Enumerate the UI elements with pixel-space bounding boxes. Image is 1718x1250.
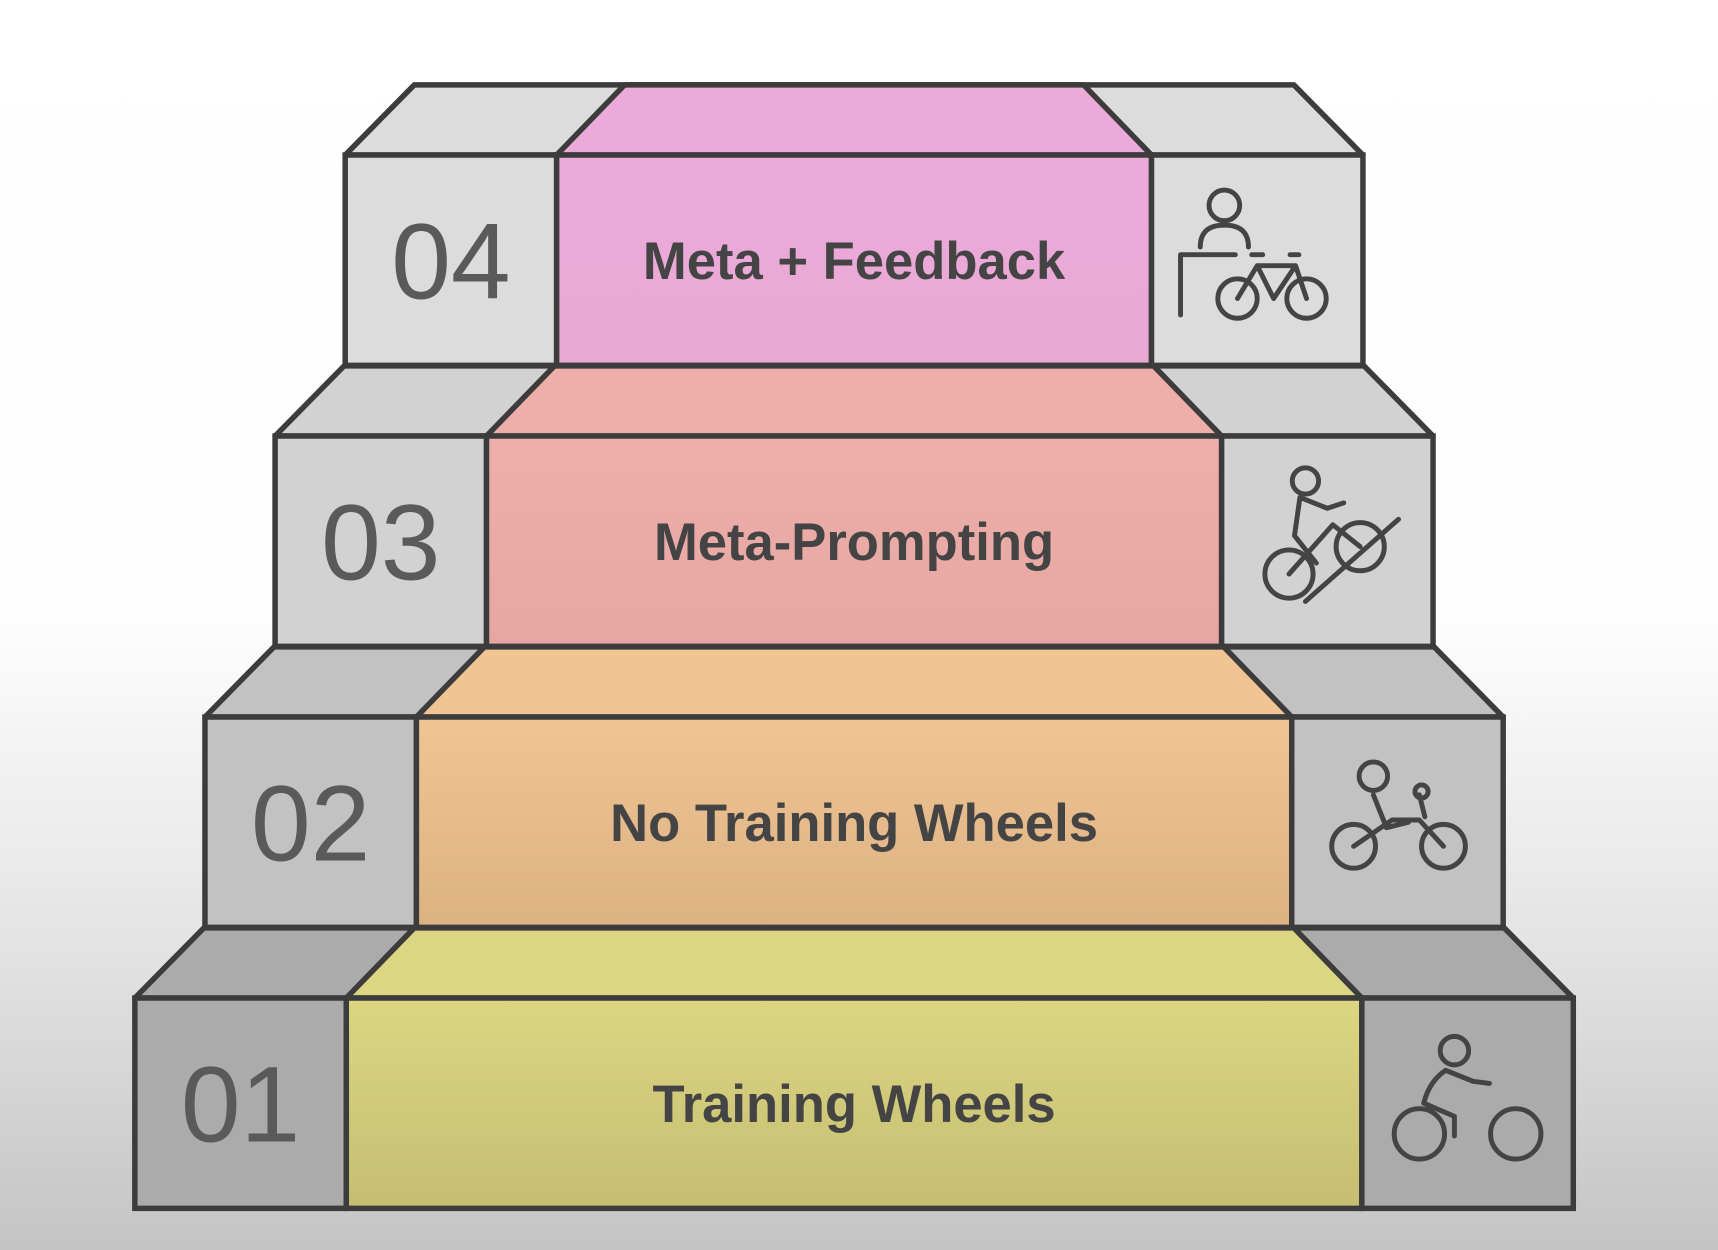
step-label: Meta + Feedback (643, 232, 1066, 291)
step-front-face (483, 433, 1225, 650)
step-04: 04 Meta + Feedback (342, 82, 1366, 369)
step-front-face (553, 152, 1155, 369)
step-number: 01 (181, 1045, 300, 1165)
step-top-face (483, 363, 1225, 439)
cyclist-uphill-icon (1262, 465, 1402, 604)
number-block (202, 714, 420, 931)
step-number: 04 (391, 202, 510, 322)
step-top-face (343, 925, 1365, 1001)
step-02: 02 No Training Wheels (202, 644, 1506, 931)
step-number: 02 (251, 764, 370, 884)
step-label: Meta-Prompting (654, 513, 1054, 572)
step-label: Training Wheels (652, 1075, 1055, 1134)
icon-block (1359, 995, 1577, 1212)
icon-block (1148, 152, 1366, 369)
icon-block (1218, 433, 1436, 650)
step-front-face (343, 995, 1365, 1212)
person-with-bicycle-icon (1178, 187, 1329, 321)
step-top-face (553, 82, 1155, 158)
step-number: 03 (321, 483, 440, 603)
step-top-face (413, 644, 1295, 720)
step-label: No Training Wheels (610, 794, 1098, 853)
step-01: 01 Training Wheels (132, 925, 1577, 1212)
child-cyclist-with-helper-icon (1329, 759, 1468, 871)
step-03: 03 Meta-Prompting (272, 363, 1436, 650)
cyclist-icon (1391, 1033, 1544, 1162)
step-front-face (413, 714, 1295, 931)
